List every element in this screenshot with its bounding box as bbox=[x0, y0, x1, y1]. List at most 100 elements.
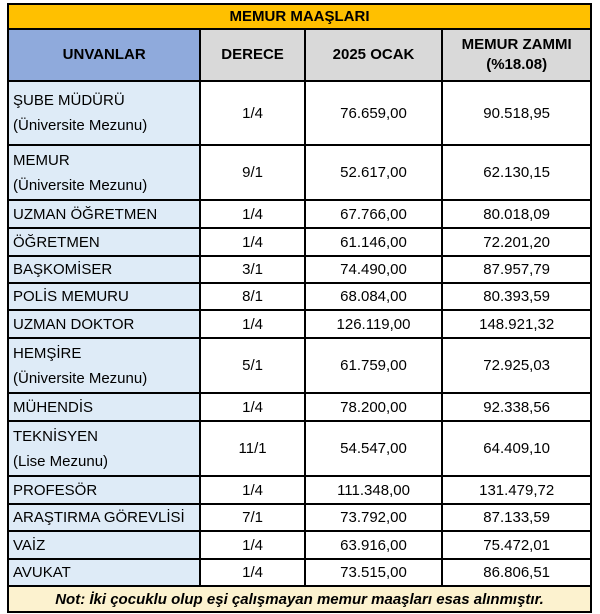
cell-ocak: 74.490,00 bbox=[303, 255, 444, 284]
row-title: AVUKAT bbox=[13, 564, 71, 581]
header-zam-line1: MEMUR ZAMMI bbox=[461, 36, 572, 53]
cell-zam: 64.409,10 bbox=[441, 420, 592, 477]
cell-derece: 7/1 bbox=[199, 503, 306, 532]
cell-title: POLİS MEMURU bbox=[6, 282, 202, 311]
row-subtitle: (Üniversite Mezunu) bbox=[13, 117, 148, 134]
cell-title: ÖĞRETMEN bbox=[6, 227, 202, 257]
cell-zam: 62.130,15 bbox=[441, 144, 592, 201]
cell-title: UZMAN ÖĞRETMEN bbox=[6, 199, 202, 229]
cell-ocak: 68.084,00 bbox=[303, 282, 444, 311]
cell-derece: 5/1 bbox=[199, 337, 306, 394]
table-row: VAİZ 1/4 63.916,00 75.472,01 bbox=[6, 530, 592, 560]
table-row: UZMAN DOKTOR 1/4 126.119,00 148.921,32 bbox=[6, 309, 592, 339]
cell-derece: 3/1 bbox=[199, 255, 306, 284]
row-subtitle: (Lise Mezunu) bbox=[13, 452, 109, 470]
table-row: PROFESÖR 1/4 111.348,00 131.479,72 bbox=[6, 475, 592, 505]
column-header-derece: DERECE bbox=[199, 28, 306, 82]
cell-ocak: 61.759,00 bbox=[303, 337, 444, 394]
cell-title: MÜHENDİS bbox=[6, 392, 202, 422]
cell-derece: 1/4 bbox=[199, 80, 306, 146]
salary-table: MEMUR MAAŞLARI UNVANLAR DERECE 2025 OCAK… bbox=[6, 3, 592, 613]
row-subtitle: (Üniversite Mezunu) bbox=[13, 369, 148, 387]
cell-title: TEKNİSYEN (Lise Mezunu) bbox=[6, 420, 202, 477]
table-row: TEKNİSYEN (Lise Mezunu) 11/1 54.547,00 6… bbox=[6, 420, 592, 477]
cell-ocak: 76.659,00 bbox=[303, 80, 444, 146]
cell-derece: 1/4 bbox=[199, 475, 306, 505]
table-row: MEMUR (Üniversite Mezunu) 9/1 52.617,00 … bbox=[6, 144, 592, 201]
cell-derece: 1/4 bbox=[199, 199, 306, 229]
cell-title: HEMŞİRE (Üniversite Mezunu) bbox=[6, 337, 202, 394]
row-title: PROFESÖR bbox=[13, 481, 98, 499]
table-row: ARAŞTIRMA GÖREVLİSİ 7/1 73.792,00 87.133… bbox=[6, 503, 592, 532]
table-row: UZMAN ÖĞRETMEN 1/4 67.766,00 80.018,09 bbox=[6, 199, 592, 229]
footnote-text: Not: İki çocuklu olup eşi çalışmayan mem… bbox=[7, 585, 592, 613]
cell-title: BAŞKOMİSER bbox=[6, 255, 202, 284]
cell-title: MEMUR (Üniversite Mezunu) bbox=[6, 144, 202, 201]
cell-derece: 1/4 bbox=[199, 558, 306, 587]
cell-ocak: 63.916,00 bbox=[303, 530, 444, 560]
row-title: UZMAN DOKTOR bbox=[13, 315, 135, 333]
row-title: MÜHENDİS bbox=[13, 398, 94, 416]
cell-zam: 80.393,59 bbox=[441, 282, 592, 311]
row-title: UZMAN ÖĞRETMEN bbox=[13, 205, 158, 223]
header-zam-line2: (%18.08) bbox=[486, 56, 548, 73]
column-header-unvanlar: UNVANLAR bbox=[6, 28, 202, 82]
cell-zam: 148.921,32 bbox=[441, 309, 592, 339]
table-title: MEMUR MAAŞLARI bbox=[7, 3, 592, 30]
cell-title: UZMAN DOKTOR bbox=[6, 309, 202, 339]
column-header-memur-zammi: MEMUR ZAMMI (%18.08) bbox=[441, 28, 592, 82]
cell-zam: 75.472,01 bbox=[441, 530, 592, 560]
cell-zam: 80.018,09 bbox=[441, 199, 592, 229]
row-title: HEMŞİRE bbox=[13, 344, 82, 362]
cell-title: VAİZ bbox=[6, 530, 202, 560]
cell-zam: 90.518,95 bbox=[441, 80, 592, 146]
table-row: POLİS MEMURU 8/1 68.084,00 80.393,59 bbox=[6, 282, 592, 311]
cell-zam: 72.925,03 bbox=[441, 337, 592, 394]
row-title: TEKNİSYEN bbox=[13, 427, 99, 445]
column-header-2025-ocak: 2025 OCAK bbox=[303, 28, 444, 82]
row-title: POLİS MEMURU bbox=[13, 288, 129, 305]
cell-ocak: 61.146,00 bbox=[303, 227, 444, 257]
row-title: VAİZ bbox=[13, 536, 46, 554]
cell-ocak: 67.766,00 bbox=[303, 199, 444, 229]
cell-derece: 1/4 bbox=[199, 392, 306, 422]
row-title: ARAŞTIRMA GÖREVLİSİ bbox=[13, 509, 185, 526]
cell-zam: 72.201,20 bbox=[441, 227, 592, 257]
table-title-row: MEMUR MAAŞLARI bbox=[7, 3, 592, 30]
table-row: BAŞKOMİSER 3/1 74.490,00 87.957,79 bbox=[6, 255, 592, 284]
table-row: ŞUBE MÜDÜRÜ (Üniversite Mezunu) 1/4 76.6… bbox=[6, 80, 592, 146]
cell-ocak: 73.792,00 bbox=[303, 503, 444, 532]
cell-zam: 87.957,79 bbox=[441, 255, 592, 284]
cell-derece: 9/1 bbox=[199, 144, 306, 201]
row-title: ŞUBE MÜDÜRÜ bbox=[13, 92, 125, 109]
cell-derece: 8/1 bbox=[199, 282, 306, 311]
table-row: HEMŞİRE (Üniversite Mezunu) 5/1 61.759,0… bbox=[6, 337, 592, 394]
cell-derece: 1/4 bbox=[199, 309, 306, 339]
row-title: ÖĞRETMEN bbox=[13, 233, 100, 251]
cell-zam: 86.806,51 bbox=[441, 558, 592, 587]
cell-zam: 87.133,59 bbox=[441, 503, 592, 532]
cell-ocak: 73.515,00 bbox=[303, 558, 444, 587]
table-row: ÖĞRETMEN 1/4 61.146,00 72.201,20 bbox=[6, 227, 592, 257]
cell-ocak: 126.119,00 bbox=[303, 309, 444, 339]
cell-ocak: 78.200,00 bbox=[303, 392, 444, 422]
cell-title: AVUKAT bbox=[6, 558, 202, 587]
row-subtitle: (Üniversite Mezunu) bbox=[13, 176, 148, 194]
table-header-row: UNVANLAR DERECE 2025 OCAK MEMUR ZAMMI (%… bbox=[6, 28, 592, 82]
cell-derece: 11/1 bbox=[199, 420, 306, 477]
cell-title: PROFESÖR bbox=[6, 475, 202, 505]
cell-zam: 131.479,72 bbox=[441, 475, 592, 505]
table-row: AVUKAT 1/4 73.515,00 86.806,51 bbox=[6, 558, 592, 587]
cell-derece: 1/4 bbox=[199, 227, 306, 257]
cell-title: ARAŞTIRMA GÖREVLİSİ bbox=[6, 503, 202, 532]
table-row: MÜHENDİS 1/4 78.200,00 92.338,56 bbox=[6, 392, 592, 422]
row-title: BAŞKOMİSER bbox=[13, 261, 113, 278]
row-title: MEMUR bbox=[13, 151, 70, 169]
cell-ocak: 111.348,00 bbox=[303, 475, 444, 505]
cell-ocak: 52.617,00 bbox=[303, 144, 444, 201]
cell-derece: 1/4 bbox=[199, 530, 306, 560]
cell-title: ŞUBE MÜDÜRÜ (Üniversite Mezunu) bbox=[6, 80, 202, 146]
footnote-row: Not: İki çocuklu olup eşi çalışmayan mem… bbox=[7, 585, 592, 613]
cell-zam: 92.338,56 bbox=[441, 392, 592, 422]
